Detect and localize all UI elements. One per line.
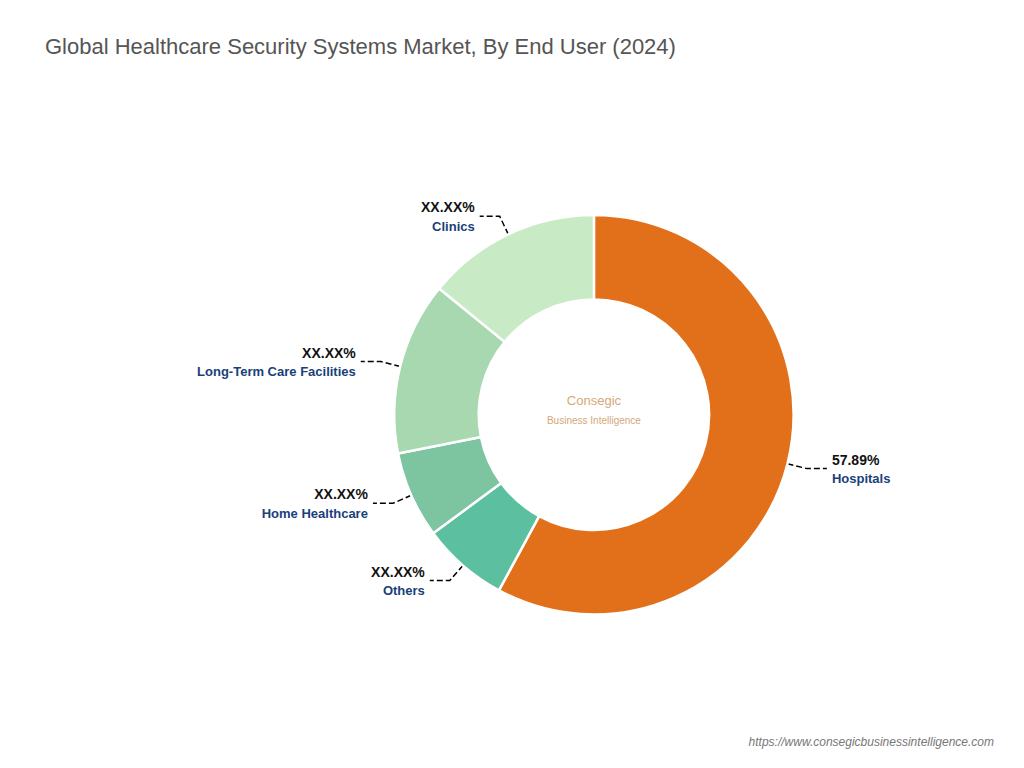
svg-text:Business Intelligence: Business Intelligence [547,415,641,426]
svg-text:Hospitals: Hospitals [832,471,891,486]
svg-text:57.89%: 57.89% [832,452,880,468]
svg-text:https://www.consegicbusinessin: https://www.consegicbusinessintelligence… [749,735,994,749]
svg-text:Home Healthcare: Home Healthcare [262,506,368,521]
svg-text:Global Healthcare Security Sys: Global Healthcare Security Systems Marke… [45,34,676,59]
svg-text:Long-Term Care Facilities: Long-Term Care Facilities [197,364,356,379]
svg-text:XX.XX%: XX.XX% [314,486,368,502]
svg-text:Clinics: Clinics [432,219,475,234]
svg-text:Consegic: Consegic [567,393,622,408]
svg-text:Others: Others [383,583,425,598]
svg-text:XX.XX%: XX.XX% [302,345,356,361]
svg-text:XX.XX%: XX.XX% [371,564,425,580]
svg-text:XX.XX%: XX.XX% [421,199,475,215]
